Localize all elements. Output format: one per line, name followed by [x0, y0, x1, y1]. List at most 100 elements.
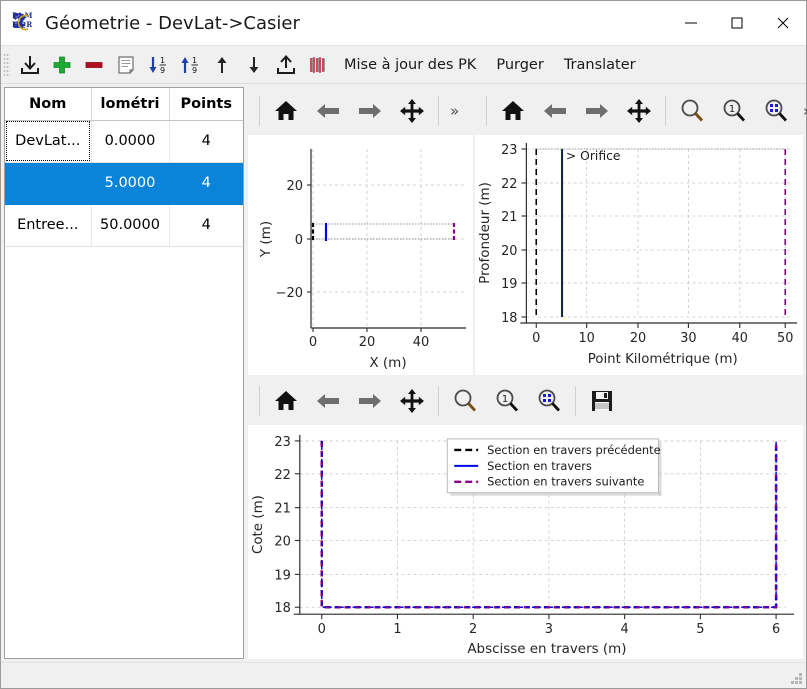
cell-nom[interactable]: Entree... — [5, 204, 92, 247]
geometry-table[interactable]: Nom lométri Points DevLat... 0.0000 4 5.… — [5, 88, 243, 247]
zoom-fit-icon[interactable] — [528, 380, 570, 422]
cell-nom[interactable] — [5, 162, 92, 205]
cell-pk[interactable]: 0.0000 — [91, 120, 170, 163]
delete-icon[interactable] — [78, 49, 110, 81]
move-up-icon[interactable] — [206, 49, 238, 81]
series-current-section — [561, 149, 564, 317]
table-row[interactable]: DevLat... 0.0000 4 — [5, 120, 243, 163]
pan-move-icon[interactable] — [391, 380, 433, 422]
maximize-button[interactable] — [714, 1, 760, 46]
resize-grip[interactable] — [790, 672, 804, 686]
back-arrow-icon[interactable] — [307, 380, 349, 422]
x-axis-ticks: 0 1 2 3 4 5 6 — [318, 614, 780, 637]
back-arrow-icon[interactable] — [534, 90, 576, 132]
sort-descending-icon[interactable]: 1 9 — [142, 49, 174, 81]
svg-text:21: 21 — [501, 210, 517, 225]
pan-move-icon[interactable] — [391, 90, 433, 132]
zoom-rect-icon[interactable] — [444, 380, 486, 422]
pamhyr-logo-icon: PA HE 2 PA M HE R 2 — [12, 11, 33, 32]
column-header-points[interactable]: Points — [169, 88, 243, 121]
title-bar: PA HE 2 PA M HE R 2 Géometrie - DevLat->C… — [1, 1, 806, 46]
zoom-fit-icon[interactable] — [755, 90, 797, 132]
plan-view-toolbar: » — [248, 87, 473, 135]
column-header-kilometrage[interactable]: lométri — [91, 88, 170, 121]
zoom-one-icon[interactable]: 1 — [713, 90, 755, 132]
close-button[interactable] — [760, 1, 806, 46]
import-icon[interactable] — [14, 49, 46, 81]
plan-view-plot: 20 0 −20 0 20 40 — [258, 149, 466, 371]
legend-label-current: Section en travers — [487, 459, 592, 473]
update-pk-button[interactable]: Mise à jour des PK — [344, 56, 477, 73]
svg-text:18: 18 — [274, 601, 290, 616]
export-icon[interactable] — [270, 49, 302, 81]
y-axis-ticks: 23 22 21 20 19 18 — [274, 435, 300, 616]
toolbar-separator — [438, 96, 439, 126]
x-axis-ticks: 0 20 40 — [309, 328, 429, 350]
svg-text:20: 20 — [286, 179, 303, 194]
svg-text:20: 20 — [359, 335, 376, 350]
cell-points[interactable]: 4 — [169, 204, 243, 247]
svg-text:30: 30 — [680, 331, 696, 346]
column-header-nom[interactable]: Nom — [5, 88, 92, 121]
svg-text:0: 0 — [309, 335, 317, 350]
profile-view-canvas[interactable]: > Orifice 23 22 21 — [475, 135, 803, 375]
svg-text:22: 22 — [274, 468, 290, 483]
toolbar-separator — [575, 386, 576, 416]
svg-text:50: 50 — [777, 331, 793, 346]
svg-text:0: 0 — [532, 331, 540, 346]
cell-pk[interactable]: 5.0000 — [91, 162, 170, 205]
toolbar-separator — [259, 96, 260, 126]
main-body: Nom lométri Points DevLat... 0.0000 4 5.… — [1, 84, 807, 662]
grid-lines — [526, 148, 792, 318]
overflow-chevron-icon[interactable]: » — [450, 102, 460, 120]
plan-view-xlabel: X (m) — [369, 355, 406, 371]
svg-text:1: 1 — [393, 622, 401, 637]
profile-view-toolbar: 1 — [475, 87, 807, 135]
cross-section-canvas[interactable]: Section en travers précédente Section en… — [248, 425, 803, 659]
purge-button[interactable]: Purger — [496, 56, 544, 73]
forward-arrow-icon[interactable] — [349, 380, 391, 422]
grid-lines — [311, 149, 466, 328]
svg-text:18: 18 — [501, 311, 517, 326]
cell-nom[interactable]: DevLat... — [5, 120, 92, 163]
svg-text:−20: −20 — [276, 286, 303, 301]
svg-text:1: 1 — [729, 104, 735, 115]
svg-text:HE R: HE R — [12, 20, 32, 29]
cell-pk[interactable]: 50.0000 — [91, 204, 170, 247]
series-axis-dotted — [313, 223, 454, 240]
table-empty-area[interactable] — [5, 246, 243, 658]
pan-move-icon[interactable] — [618, 90, 660, 132]
svg-text:23: 23 — [501, 143, 517, 158]
move-down-icon[interactable] — [238, 49, 270, 81]
plan-view-canvas[interactable]: 20 0 −20 0 20 40 — [248, 135, 473, 375]
sections-icon[interactable] — [302, 49, 334, 81]
cell-points[interactable]: 4 — [169, 162, 243, 205]
cell-points[interactable]: 4 — [169, 120, 243, 163]
toolbar-drag-handle[interactable] — [3, 52, 10, 77]
svg-text:22: 22 — [501, 177, 517, 192]
minimize-button[interactable] — [668, 1, 714, 46]
translate-button[interactable]: Translater — [563, 56, 636, 73]
zoom-one-icon[interactable]: 1 — [486, 380, 528, 422]
geometry-table-panel: Nom lométri Points DevLat... 0.0000 4 5.… — [4, 87, 244, 659]
back-arrow-icon[interactable] — [307, 90, 349, 132]
legend-label-next: Section en travers suivante — [487, 475, 644, 489]
home-icon[interactable] — [265, 90, 307, 132]
table-row[interactable]: 5.0000 4 — [5, 162, 243, 205]
forward-arrow-icon[interactable] — [349, 90, 391, 132]
overflow-chevron-icon[interactable]: » — [797, 90, 807, 132]
cross-section-ylabel: Cote (m) — [251, 495, 266, 554]
toolbar-separator — [665, 96, 666, 126]
zoom-rect-icon[interactable] — [671, 90, 713, 132]
svg-text:4: 4 — [621, 622, 629, 637]
forward-arrow-icon[interactable] — [576, 90, 618, 132]
edit-icon[interactable] — [110, 49, 142, 81]
add-icon[interactable] — [46, 49, 78, 81]
profile-view-xlabel: Point Kilométrique (m) — [588, 351, 738, 367]
sort-ascending-icon[interactable]: 1 9 — [174, 49, 206, 81]
home-icon[interactable] — [492, 90, 534, 132]
table-row[interactable]: Entree... 50.0000 4 — [5, 204, 243, 247]
home-icon[interactable] — [265, 380, 307, 422]
save-icon[interactable] — [581, 380, 623, 422]
